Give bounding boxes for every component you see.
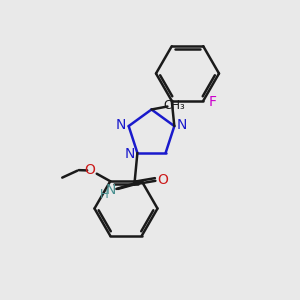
- Text: N: N: [125, 147, 135, 161]
- Text: N: N: [105, 183, 116, 197]
- Text: H: H: [99, 188, 108, 201]
- Text: F: F: [209, 95, 217, 109]
- Text: O: O: [157, 173, 168, 187]
- Text: O: O: [85, 163, 96, 177]
- Text: N: N: [116, 118, 126, 132]
- Text: CH₃: CH₃: [164, 99, 185, 112]
- Text: N: N: [177, 118, 187, 132]
